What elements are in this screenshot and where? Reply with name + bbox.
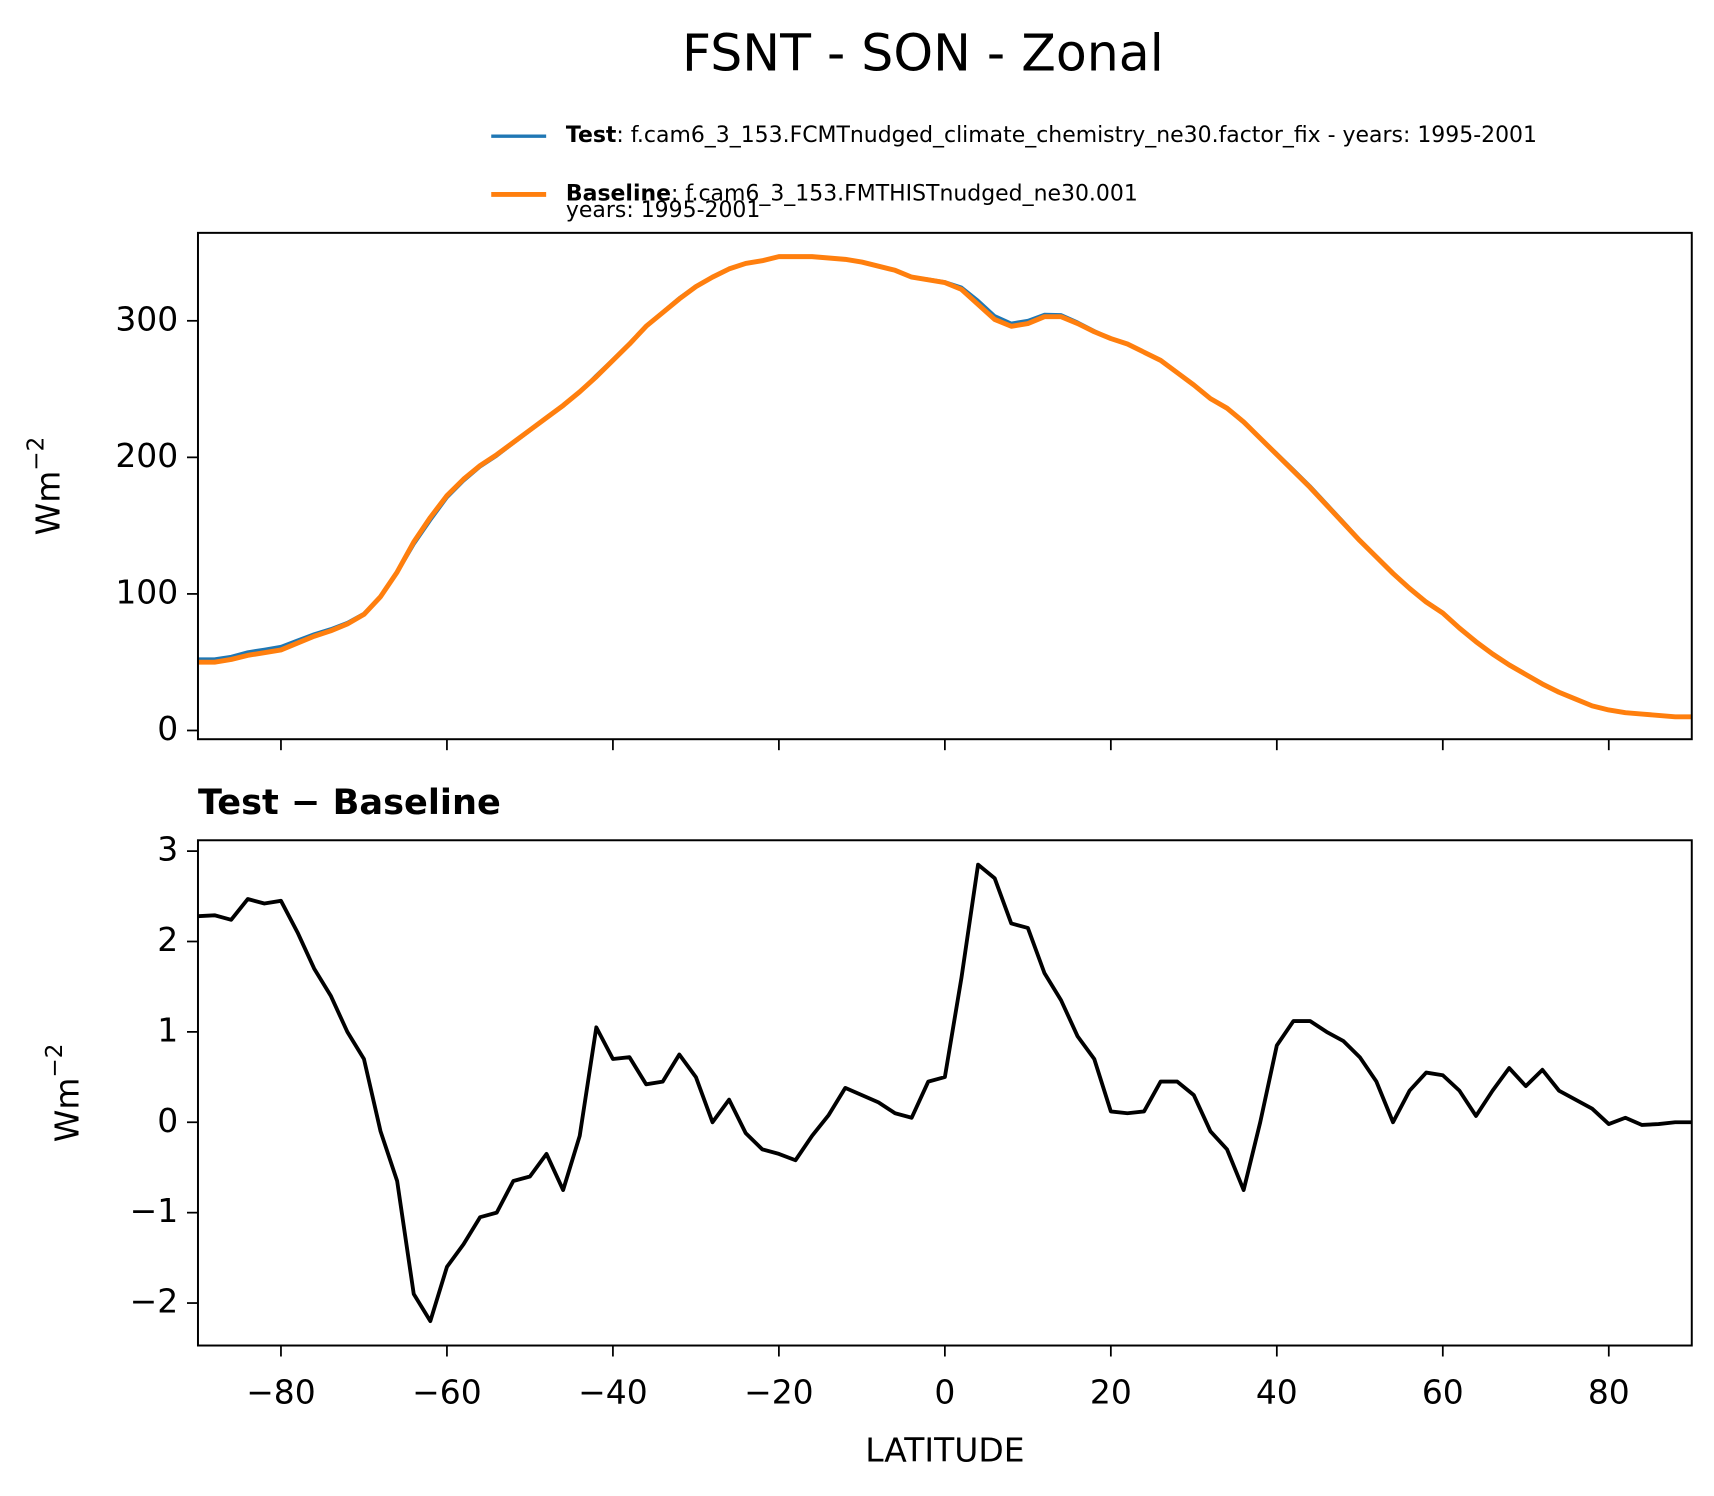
y-axis-label: Wm−2 [23,437,67,536]
y-label-sup: −2 [42,1044,68,1078]
x-tick-label: 20 [1090,1372,1132,1411]
y-label-sup: −2 [23,437,49,471]
x-tick-label: −60 [412,1372,482,1411]
legend-description: : f.cam6_3_153.FMTHISTnudged_ne30.001 [671,181,1138,206]
data-line [197,862,1692,1324]
y-tick-label: 200 [115,436,178,475]
y-tick-label: 2 [157,920,178,959]
x-tick-label: 80 [1588,1372,1630,1411]
x-tick-label: −40 [578,1372,648,1411]
legend-entry: Baseline: f.cam6_3_153.FMTHISTnudged_ne3… [566,181,1138,206]
data-line [197,254,1692,720]
x-tick-label: 0 [934,1372,955,1411]
y-label-base: Wm [28,471,67,536]
y-axis-label: Wm−2 [42,1044,86,1143]
y-tick-label: 300 [115,299,178,338]
axes-frame [196,231,1693,741]
legend-name: Baseline [566,181,671,206]
subtitle: Test − Baseline [198,782,501,823]
y-tick-label: 0 [157,1101,178,1140]
axes-frame [196,839,1693,1347]
legend-description: years: 1995-2001 [566,198,760,223]
y-tick-label: −2 [130,1282,179,1321]
y-tick-label: 0 [157,709,178,748]
y-tick-label: −1 [130,1191,179,1230]
chart-title: FSNT - SON - Zonal [682,24,1164,83]
y-label-base: Wm [47,1078,86,1143]
legend-entry: Test: f.cam6_3_153.FCMTnudged_climate_ch… [566,123,1537,148]
x-tick-label: 60 [1422,1372,1464,1411]
x-tick-label: −20 [744,1372,814,1411]
x-tick-label: 40 [1256,1372,1298,1411]
y-tick-label: 1 [157,1010,178,1049]
y-tick-label: 100 [115,572,178,611]
legend-description: : f.cam6_3_153.FCMTnudged_climate_chemis… [616,123,1537,148]
x-tick-label: −80 [246,1372,316,1411]
x-axis-label: LATITUDE [865,1431,1024,1470]
y-tick-label: 3 [157,830,178,869]
data-line [197,255,1692,719]
legend-name: Test [566,123,617,148]
